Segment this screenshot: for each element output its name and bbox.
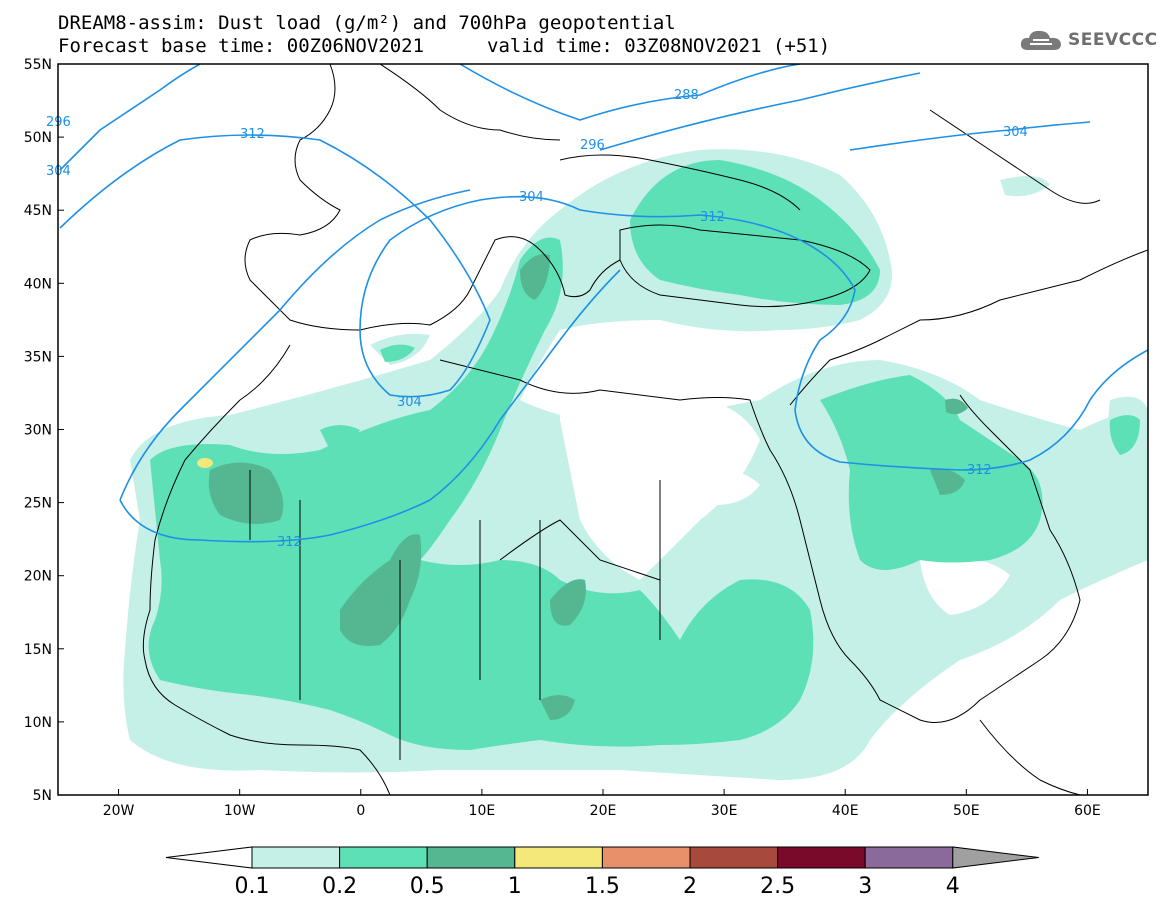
dust-band-0-5 <box>208 254 968 720</box>
longitude-label: 50E <box>953 803 980 819</box>
longitude-label: 20E <box>590 803 617 819</box>
colorbar-arrow-high <box>952 846 1039 869</box>
dust-band-1 <box>197 458 213 468</box>
colorbar-segment <box>426 846 516 869</box>
colorbar-tick-label: 0.5 <box>410 874 445 899</box>
colorbar-tick-label: 1.5 <box>585 874 620 899</box>
latitude-label: 15N <box>24 642 52 658</box>
colorbar-tick-label: 2 <box>683 874 697 899</box>
latitude-label: 55N <box>24 57 52 73</box>
contour-labels: 312 304 296 288 296 304 312 304 312 312 … <box>46 88 1028 550</box>
colorbar-segment <box>777 846 866 869</box>
contour-label: 312 <box>240 127 265 142</box>
colorbar-tick-label: 3 <box>858 874 872 899</box>
colorbar-tick-label: 2.5 <box>760 874 795 899</box>
forecast-base-time: Forecast base time: 00Z06NOV2021 <box>58 35 425 57</box>
colorbar-segment <box>864 846 954 869</box>
colorbar-segment <box>339 846 428 869</box>
geopotential-contours <box>59 64 1148 543</box>
longitude-label: 60E <box>1074 803 1101 819</box>
contour-label: 304 <box>519 190 544 205</box>
contour-label: 312 <box>277 535 302 550</box>
contour-label: 304 <box>397 395 422 410</box>
seevccc-logo: SEEVCCC <box>1018 26 1158 54</box>
longitude-label: 20W <box>103 803 135 819</box>
cloud-icon <box>1020 30 1061 50</box>
contour-label: 296 <box>580 138 605 153</box>
latitude-label: 35N <box>24 349 52 365</box>
colorbar-tick-label: 0.1 <box>235 874 270 899</box>
latitude-label: 10N <box>24 715 52 731</box>
latitude-label: 20N <box>24 569 52 585</box>
contour-label: 312 <box>700 210 725 225</box>
colorbar-tick-label: 4 <box>946 874 960 899</box>
colorbar-segment <box>689 846 779 869</box>
map-title: DREAM8-assim: Dust load (g/m²) and 700hP… <box>58 12 676 34</box>
longitude-label: 30E <box>711 803 738 819</box>
colorbar-segment <box>601 846 691 869</box>
dust-band-0-2 <box>148 160 1140 750</box>
colorbar: 0.1 0.2 0.5 1 1.5 2 2.5 3 4 <box>165 846 1039 899</box>
longitude-axis: 20W 10W 0 10E 20E 30E 40E 50E 60E <box>103 789 1101 819</box>
colorbar-segment <box>514 846 603 869</box>
valid-time: valid time: 03Z08NOV2021 (+51) <box>487 35 831 57</box>
coastlines <box>142 64 1148 795</box>
latitude-axis: 55N 50N 45N 40N 35N 30N 25N 20N 15N 10N 5N <box>24 57 64 804</box>
latitude-label: 5N <box>33 788 52 804</box>
dust-fields <box>123 149 1148 781</box>
longitude-label: 40E <box>832 803 859 819</box>
longitude-label: 10E <box>469 803 496 819</box>
contour-label: 312 <box>967 463 992 478</box>
colorbar-segment <box>251 846 341 869</box>
latitude-label: 50N <box>24 130 52 146</box>
latitude-label: 45N <box>24 203 52 219</box>
latitude-label: 40N <box>24 276 52 292</box>
colorbar-tick-label: 1 <box>508 874 522 899</box>
latitude-label: 30N <box>24 423 52 439</box>
colorbar-arrow-low <box>165 846 253 869</box>
contour-label: 304 <box>1003 125 1028 140</box>
colorbar-tick-label: 0.2 <box>322 874 357 899</box>
logo-text: SEEVCCC <box>1068 30 1158 50</box>
contour-label: 288 <box>674 88 699 103</box>
longitude-label: 0 <box>356 803 365 819</box>
latitude-label: 25N <box>24 496 52 512</box>
longitude-label: 10W <box>224 803 256 819</box>
